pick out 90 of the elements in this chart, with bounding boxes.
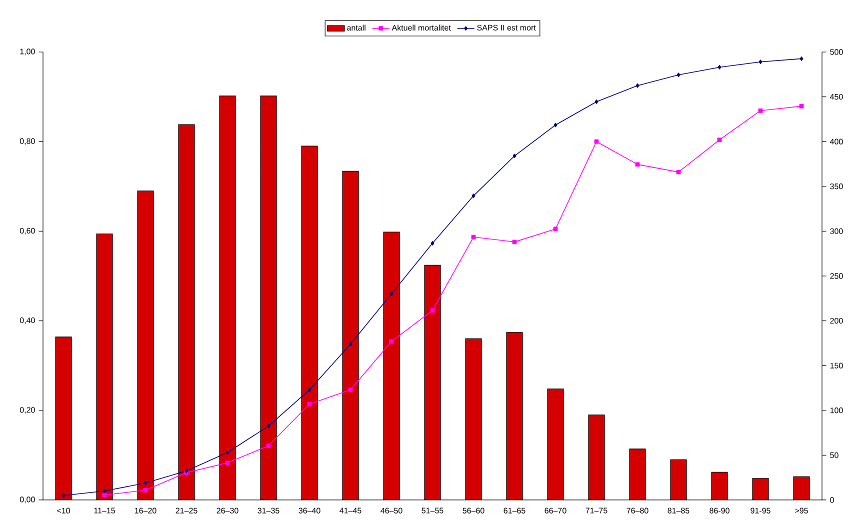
point <box>799 104 804 108</box>
bar <box>302 146 318 500</box>
bar <box>630 448 646 500</box>
point <box>554 122 558 128</box>
legend-label: antall <box>347 24 366 31</box>
point <box>718 65 722 70</box>
x-tick-label: 16–20 <box>134 508 156 514</box>
point <box>307 402 312 406</box>
bar <box>56 336 72 500</box>
point <box>266 424 270 428</box>
point <box>389 339 394 344</box>
x-tick-label: >95 <box>795 508 808 514</box>
y2-tick-label: 100 <box>830 408 843 414</box>
bar <box>384 232 400 500</box>
point <box>308 388 312 392</box>
point <box>676 170 681 174</box>
bar <box>96 234 113 500</box>
bar <box>588 414 605 500</box>
y2-tick-label: 200 <box>830 318 843 324</box>
point <box>717 138 722 142</box>
y2-tick-label: 50 <box>830 452 838 458</box>
x-tick-label: 26–30 <box>216 508 238 514</box>
y-tick-label: 0,80 <box>20 138 35 145</box>
x-tick-label: 91-95 <box>750 508 770 514</box>
y-tick-label: 0,60 <box>20 228 35 234</box>
bar <box>138 190 154 500</box>
point <box>594 139 599 144</box>
point <box>348 342 352 346</box>
point <box>512 240 517 244</box>
y2-tick-label: 450 <box>830 94 843 100</box>
x-tick-label: 11–15 <box>94 508 115 514</box>
point <box>553 226 558 232</box>
y2-tick-label: 250 <box>830 273 843 279</box>
y2-tick-label: 0 <box>830 497 834 503</box>
point <box>225 460 230 465</box>
point <box>62 493 66 498</box>
bar <box>260 96 277 500</box>
x-tick-label: 66–70 <box>544 508 566 514</box>
point <box>102 488 106 494</box>
x-tick-label: 36–40 <box>298 508 320 514</box>
x-tick-label: 46–50 <box>380 508 402 514</box>
point <box>635 162 640 167</box>
bar <box>548 388 564 500</box>
x-tick-label: 51–55 <box>422 508 444 514</box>
point <box>266 444 271 448</box>
y2-tick-label: 400 <box>830 138 843 144</box>
y2-tick-label: 350 <box>830 184 843 190</box>
point <box>472 194 476 198</box>
bar <box>220 96 236 500</box>
y-tick-label: 0,20 <box>20 407 35 414</box>
bar <box>670 460 686 500</box>
point <box>512 154 516 158</box>
bar <box>466 338 482 500</box>
point <box>144 480 148 486</box>
point <box>430 241 434 246</box>
x-tick-label: 76–80 <box>626 508 648 514</box>
point <box>390 292 394 296</box>
point <box>594 100 598 104</box>
y2-tick-label: 500 <box>830 49 843 55</box>
bar <box>506 332 523 500</box>
y2-tick-label: 150 <box>830 362 843 368</box>
x-tick-label: 61–65 <box>504 508 526 514</box>
x-tick-label: 56–60 <box>462 508 484 514</box>
x-tick-label: 31–35 <box>258 508 280 514</box>
point <box>800 56 804 61</box>
y2-tick-label: 300 <box>830 228 843 234</box>
legend-label: SAPS II est mort <box>477 24 536 30</box>
legend-label: Aktuell mortalitet <box>392 24 451 31</box>
point <box>636 83 640 88</box>
bar <box>342 171 359 500</box>
point <box>758 108 763 113</box>
point <box>676 72 680 78</box>
point <box>226 450 230 455</box>
x-tick-label: 81–85 <box>668 508 690 514</box>
y-tick-label: 0,00 <box>20 496 35 504</box>
point <box>102 492 107 498</box>
point <box>758 60 762 64</box>
bar <box>712 472 728 500</box>
bar <box>178 124 195 500</box>
x-tick-label: 71–75 <box>586 508 608 514</box>
x-tick-label: 86-90 <box>710 508 730 514</box>
x-tick-label: <10 <box>57 508 70 514</box>
point <box>143 488 148 492</box>
y-tick-label: 0,40 <box>20 317 35 324</box>
bar <box>793 476 810 500</box>
point <box>348 388 353 392</box>
bar <box>424 265 441 500</box>
y-tick-label: 1,00 <box>20 48 35 56</box>
x-tick-label: 21–25 <box>176 508 198 514</box>
x-tick-label: 41–45 <box>340 508 362 514</box>
